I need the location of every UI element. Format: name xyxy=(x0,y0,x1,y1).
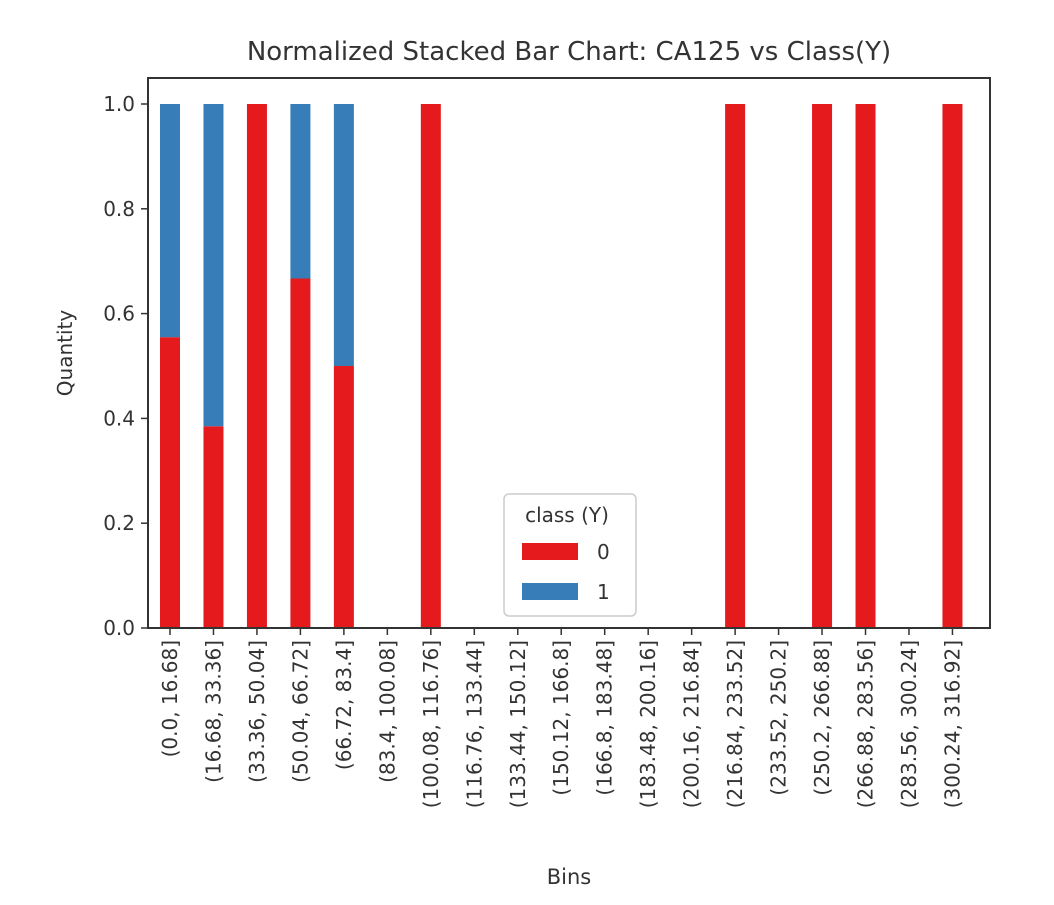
bar-series-0 xyxy=(725,104,746,628)
legend-label-1: 1 xyxy=(597,580,610,604)
bar-series-1 xyxy=(203,104,224,427)
x-tick-label: (50.04, 66.72] xyxy=(288,640,312,783)
x-tick-label: (83.4, 100.08] xyxy=(375,640,399,783)
x-tick-label: (300.24, 316.92] xyxy=(940,640,964,808)
y-axis-label: Quantity xyxy=(53,310,77,397)
x-tick-label: (150.12, 166.8] xyxy=(549,640,573,796)
y-tick-label: 0.0 xyxy=(103,616,135,640)
x-tick-label: (16.68, 33.36] xyxy=(201,640,225,783)
plot-frame xyxy=(147,77,991,629)
bar-series-0 xyxy=(420,104,441,628)
y-tick-label: 1.0 xyxy=(103,92,135,116)
y-tick-label: 0.4 xyxy=(103,406,135,430)
legend-swatch-1 xyxy=(522,583,578,600)
bar-series-0 xyxy=(290,278,311,628)
legend-label-0: 0 xyxy=(597,540,610,564)
x-tick-label: (283.56, 300.24] xyxy=(897,640,921,808)
bar-series-0 xyxy=(246,104,267,628)
bar-series-0 xyxy=(942,104,963,628)
x-tick-label: (133.44, 150.12] xyxy=(506,640,530,808)
bar-series-0 xyxy=(855,104,876,628)
x-tick-label: (100.08, 116.76] xyxy=(419,640,443,808)
x-tick-label: (233.52, 250.2] xyxy=(767,640,791,796)
chart-title: Normalized Stacked Bar Chart: CA125 vs C… xyxy=(247,37,891,67)
x-tick-label: (0.0, 16.68] xyxy=(158,640,182,757)
x-tick-label: (166.8, 183.48] xyxy=(593,640,617,796)
bar-series-1 xyxy=(290,104,311,279)
x-tick-label: (66.72, 83.4] xyxy=(332,640,356,770)
x-axis-label: Bins xyxy=(547,865,592,889)
legend-title: class (Y) xyxy=(525,503,609,527)
y-tick-label: 0.6 xyxy=(103,302,135,326)
y-tick-label: 0.8 xyxy=(103,197,135,221)
y-tick-label: 0.2 xyxy=(103,511,135,535)
plot-area xyxy=(160,104,963,628)
bar-series-0 xyxy=(333,366,354,628)
bar-series-1 xyxy=(160,104,180,338)
x-tick-label: (33.36, 50.04] xyxy=(245,640,269,783)
legend: class (Y) 0 1 xyxy=(503,493,637,617)
x-tick-label: (116.76, 133.44] xyxy=(462,640,486,808)
y-axis: 0.0 0.2 0.4 0.6 0.8 1.0 xyxy=(103,92,148,640)
legend-swatch-0 xyxy=(522,543,578,560)
bar-series-0 xyxy=(160,337,180,628)
bar-series-0 xyxy=(203,426,224,628)
x-tick-label: (200.16, 216.84] xyxy=(680,640,704,808)
x-axis: (0.0, 16.68] (16.68, 33.36] (33.36, 50.04]… xyxy=(158,628,964,808)
x-tick-label: (216.84, 233.52] xyxy=(723,640,747,808)
bar-series-1 xyxy=(333,104,354,366)
x-tick-label: (183.48, 200.16] xyxy=(636,640,660,808)
x-tick-label: (250.2, 266.88] xyxy=(810,640,834,796)
bar-series-0 xyxy=(812,104,833,628)
x-tick-label: (266.88, 283.56] xyxy=(854,640,878,808)
